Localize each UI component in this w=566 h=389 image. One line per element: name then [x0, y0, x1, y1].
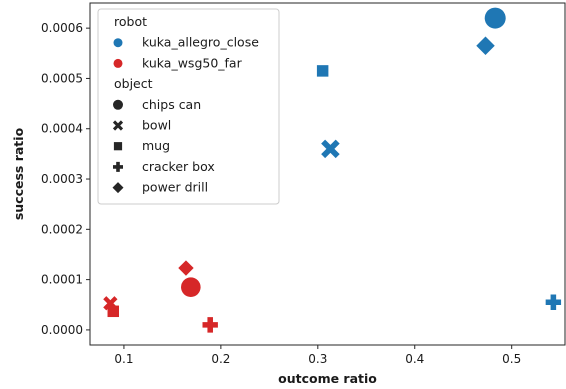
x-tick-label: 0.2: [211, 352, 230, 366]
legend-marker: [113, 38, 123, 48]
data-point: [181, 277, 201, 297]
legend-marker: [113, 58, 123, 68]
legend-marker: [112, 120, 124, 131]
data-point: [202, 317, 218, 333]
data-point: [484, 7, 506, 29]
plot-frame: [89, 2, 566, 346]
data-point: [476, 36, 495, 55]
legend-box: [97, 8, 280, 205]
legend-robot-title: robot: [114, 14, 147, 29]
y-axis-label: success ratio: [11, 127, 26, 220]
legend-entry-label: power drill: [142, 180, 208, 195]
legend: robot kuka_allegro_close kuka_wsg50_farobj…: [97, 8, 280, 205]
y-tick-label: 0.0000: [41, 323, 83, 337]
y-tick-label: 0.0002: [41, 222, 83, 236]
x-axis-label: outcome ratio: [278, 371, 377, 386]
data-point: [545, 294, 562, 310]
data-point: [107, 305, 120, 318]
legend-entry-label: chips can: [142, 97, 201, 112]
data-point: [316, 65, 329, 77]
x-tick-label: 0.3: [308, 352, 327, 366]
y-tick-label: 0.0005: [41, 71, 83, 85]
legend-marker: [113, 142, 123, 151]
y-tick-label: 0.0001: [41, 273, 83, 287]
y-tick-label: 0.0004: [41, 122, 83, 136]
y-tick-label: 0.0003: [41, 172, 83, 186]
legend-entry-label: mug: [142, 138, 170, 153]
data-point: [178, 260, 194, 276]
legend-entry-label: kuka_allegro_close: [142, 35, 259, 50]
legend-object-title: object: [114, 76, 153, 91]
legend-entry-label: bowl: [142, 118, 171, 133]
y-tick-label: 0.0006: [41, 21, 83, 35]
legend-marker: [113, 99, 123, 110]
legend-entry-label: kuka_wsg50_far: [142, 55, 243, 70]
legend-marker: [113, 161, 123, 172]
data-point: [321, 139, 340, 159]
x-tick-label: 0.4: [405, 352, 424, 366]
x-tick-label: 0.1: [114, 352, 133, 366]
data-points: [103, 7, 562, 333]
x-tick-label: 0.5: [502, 352, 521, 366]
legend-entry-label: cracker box: [142, 159, 215, 174]
legend-marker: [112, 182, 124, 194]
axes: 0.1 0.2 0.3 0.4 0.5 0.0000 0.0001 0.0002 0.0003 0…: [11, 2, 566, 386]
